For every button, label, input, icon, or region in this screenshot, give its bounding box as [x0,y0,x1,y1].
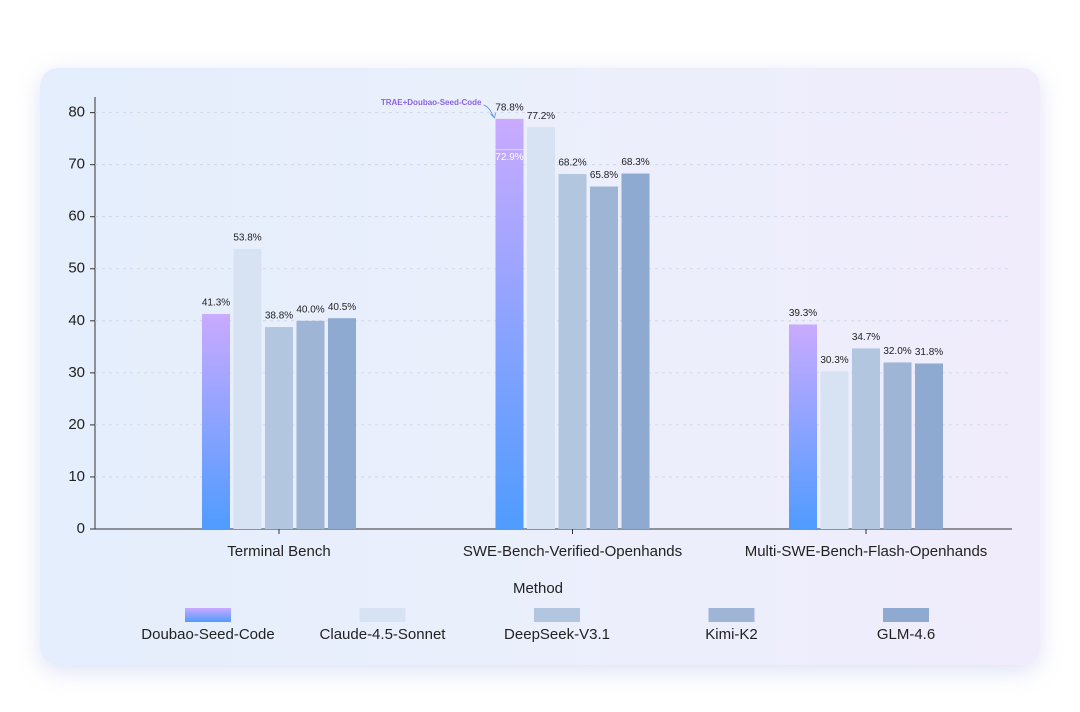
value-label: 78.8% [495,103,523,114]
value-label: 65.8% [590,170,618,181]
bar [233,248,262,530]
bar [852,348,880,529]
value-label: 34.7% [852,332,880,343]
value-label: 39.3% [789,308,817,319]
value-label: 53.8% [233,233,261,244]
y-tick-label: 60 [68,208,85,225]
legend-label: DeepSeek-V3.1 [504,626,610,643]
bar [265,327,293,529]
legend-title: Method [513,580,563,597]
y-tick-label: 50 [68,260,85,277]
annotation: TRAE+Doubao-Seed-Code [381,98,482,107]
bar [820,371,849,529]
annotation-arrowhead [490,112,496,119]
value-label: 38.8% [265,311,293,322]
y-tick-label: 0 [77,520,85,537]
bar [328,318,356,529]
y-tick-label: 30 [68,364,85,381]
value-label: 30.3% [820,355,848,366]
legend-swatch [185,608,231,622]
bar [590,186,618,529]
y-tick-label: 20 [68,416,85,433]
legend-label: Claude-4.5-Sonnet [320,626,447,643]
bar [621,173,650,529]
y-tick-label: 10 [68,468,85,485]
bar [495,118,524,530]
x-tick-label: SWE-Bench-Verified-Openhands [463,543,682,560]
value-label: 77.2% [527,111,555,122]
legend-swatch [883,608,929,622]
legend-label: Kimi-K2 [705,626,758,643]
value-label: 32.0% [883,346,911,357]
bar [558,174,587,530]
value-label: 31.8% [915,347,943,358]
legend-label: Doubao-Seed-Code [141,626,274,643]
value-label: 68.3% [621,157,649,168]
legend-swatch [534,608,580,622]
annotation-arrow [483,104,494,118]
y-tick-label: 80 [68,104,85,121]
x-tick-label: Multi-SWE-Bench-Flash-Openhands [745,543,988,560]
bar [202,314,230,529]
value-label: 40.0% [296,304,324,315]
value-label: 41.3% [202,298,230,309]
y-tick-label: 70 [68,156,85,173]
bar [789,324,817,529]
base-label: 72.9% [495,152,523,163]
bar [883,362,912,529]
bar [915,363,943,529]
legend-label: GLM-4.6 [877,626,935,643]
legend-swatch [708,608,755,622]
x-tick-label: Terminal Bench [227,543,330,560]
value-label: 40.5% [328,302,356,313]
y-tick-label: 40 [68,312,85,329]
value-label: 68.2% [558,158,586,169]
legend-swatch [359,608,406,622]
bar [527,127,555,529]
bar [296,320,325,529]
